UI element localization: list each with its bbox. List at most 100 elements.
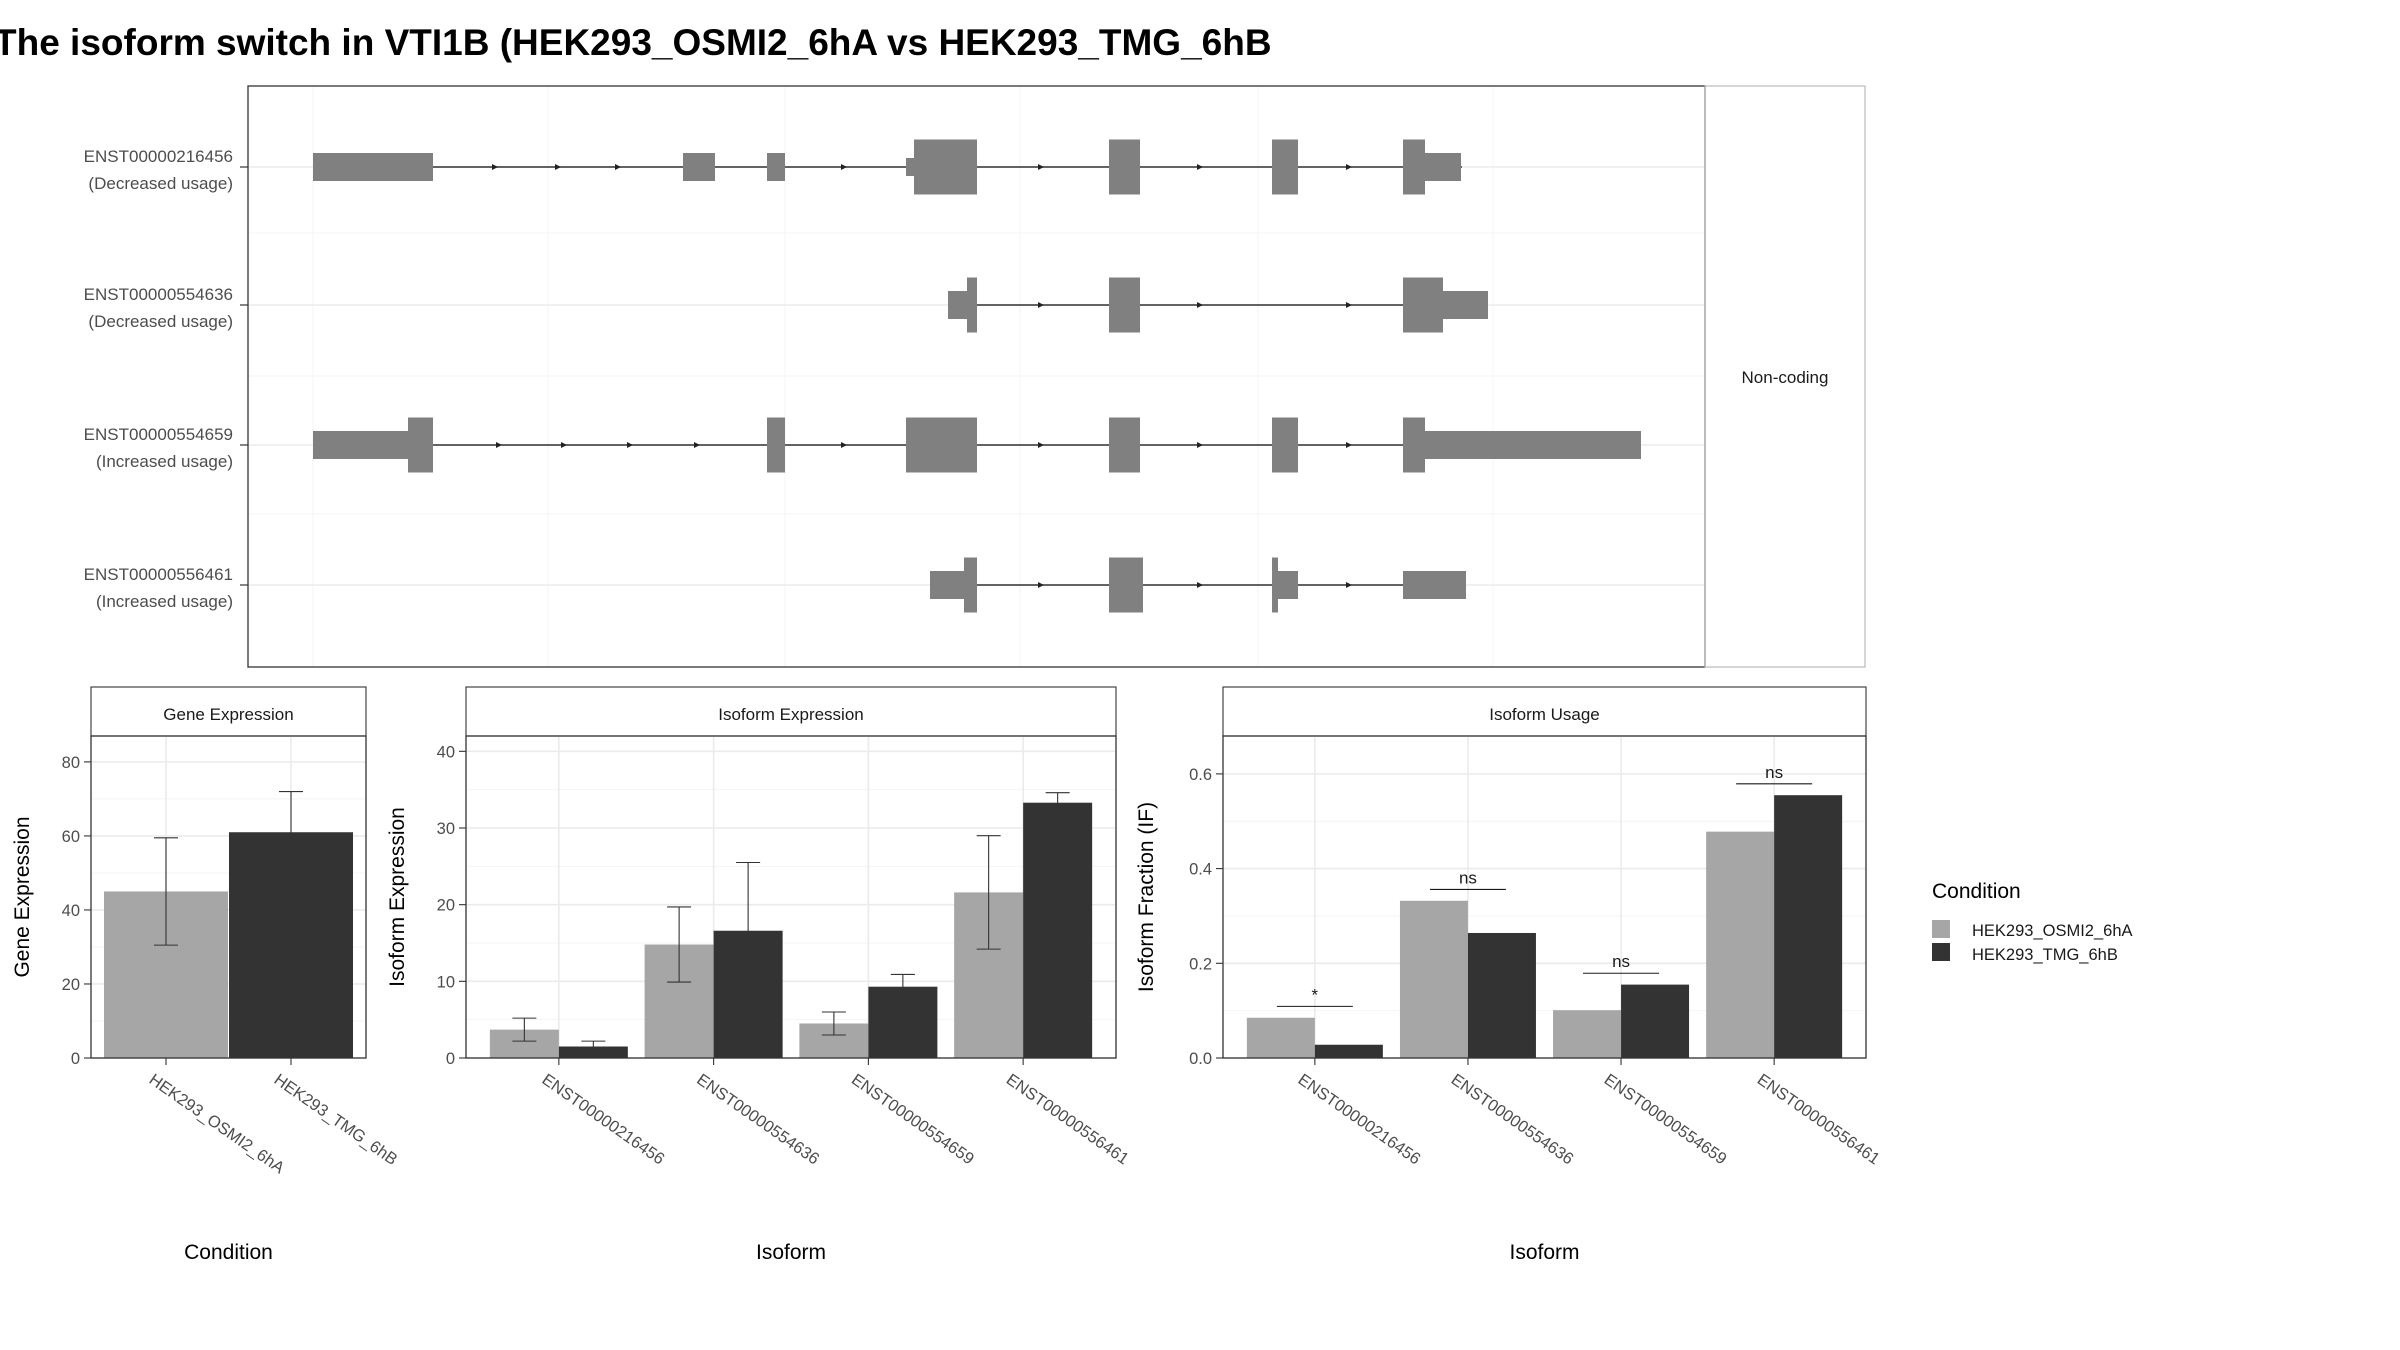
legend-title: Condition [1932,880,2021,903]
exon-block [967,277,977,333]
exon-block [906,417,977,473]
intron-direction-arrow [841,164,847,170]
intron-direction-arrow [1038,442,1044,448]
intron-direction-arrow [1346,442,1352,448]
exon-block [1109,557,1143,613]
facet-strip [465,686,1117,737]
y-axis-title: Isoform Fraction (IF) [1135,802,1158,992]
intron-direction-arrow [492,164,498,170]
bar-HEK293_OSMI2_6hA-ENST00000554636 [1399,900,1468,1058]
y-tick-label: 80 [62,754,80,772]
intron-direction-arrow [615,164,621,170]
x-axis-title: Isoform [756,1241,826,1264]
exon-block [1109,139,1140,195]
exon-block [767,417,785,473]
intron-direction-arrow [694,442,700,448]
intron-direction-arrow [1346,582,1352,588]
x-tick-label: ENST00000556461 [1003,1071,1132,1169]
intron-direction-arrow [1038,164,1044,170]
exon-block [1403,417,1425,473]
intron-direction-arrow [496,442,502,448]
panel-border [1222,735,1867,1059]
exon-block [683,153,715,181]
y-tick-label: 0.4 [1189,861,1212,879]
legend-swatch-osmi2 [1932,920,1950,938]
exon-block [1403,277,1443,333]
y-tick-label: 0.6 [1189,766,1212,784]
exon-block [1272,417,1298,473]
intron-direction-arrow [561,442,567,448]
isoform-expression-panel: Isoform Expression 0 10 20 30 40 ENST000002164… [386,686,1132,1264]
y-axis-title: Isoform Expression [386,807,409,987]
transcript-model-4 [930,557,1466,613]
exon-block [1403,139,1425,195]
facet-strip [90,686,367,737]
y-tick-label: 40 [437,743,455,761]
facet-strip-label: Isoform Expression [718,705,864,724]
intron-direction-arrow [555,164,561,170]
y-tick-label: 30 [437,820,455,838]
exon-block [1278,571,1298,599]
gene-expression-panel: Gene Expression 0 20 40 60 80 HEK293_OSMI2_6hA… [11,686,401,1264]
bar-HEK293_TMG_6hB-ENST00000556461 [1774,795,1843,1058]
bar-HEK293_TMG_6hB-ENST00000554636 [1467,932,1536,1058]
exon-block [1425,431,1641,459]
x-axis-title: Isoform [1509,1241,1579,1264]
bar-HEK293_TMG_6hB-ENST00000554659 [1621,984,1690,1058]
exon-block [964,557,977,613]
transcript-id-label: ENST00000556461 [84,565,233,584]
intron-direction-arrow [1197,582,1203,588]
transcript-model-2 [948,277,1488,333]
bar-HEK293_OSMI2_6hA-ENST00000554659 [1553,1010,1622,1058]
x-tick-label: ENST00000554636 [693,1071,822,1169]
condition-legend: Condition HEK293_OSMI2_6hA HEK293_TMG_6h… [1932,880,2133,964]
transcript-id-label: ENST00000216456 [84,147,233,166]
transcript-usage-label: (Increased usage) [96,592,233,611]
exon-block [930,571,964,599]
transcript-model-1 [313,139,1462,195]
intron-direction-arrow [1197,164,1203,170]
exon-block [313,153,433,181]
transcript-usage-label: (Increased usage) [96,452,233,471]
panel-border [90,735,367,1059]
exon-block [906,158,914,176]
intron-direction-arrow [1038,582,1044,588]
exon-block [1272,557,1278,613]
exon-block [1403,571,1466,599]
x-tick-label: HEK293_TMG_6hB [271,1071,401,1169]
exon-block [313,431,408,459]
intron-direction-arrow [1197,442,1203,448]
structure-facet-strip [1704,85,1866,668]
bar-HEK293_TMG_6hB-ENST00000216456 [1314,1044,1383,1058]
x-tick-label: ENST00000554659 [1601,1071,1730,1169]
y-tick-label: 0 [71,1050,80,1068]
intron-direction-arrow [1346,164,1352,170]
exon-block [408,417,433,473]
intron-direction-arrow [841,442,847,448]
x-tick-label: ENST00000216456 [1295,1071,1424,1169]
legend-label-osmi2: HEK293_OSMI2_6hA [1972,922,2133,940]
intron-direction-arrow [1038,302,1044,308]
x-tick-label: HEK293_OSMI2_6hA [146,1071,288,1178]
exon-block [767,153,785,181]
structure-facet-label: Non-coding [1742,368,1829,387]
exon-block [1109,277,1140,333]
y-tick-label: 40 [62,902,80,920]
y-axis-title: Gene Expression [11,816,34,977]
x-tick-label: ENST00000216456 [539,1071,668,1169]
y-tick-label: 0.2 [1189,955,1212,973]
y-tick-label: 60 [62,828,80,846]
transcript-usage-label: (Decreased usage) [88,312,233,331]
significance-label: ns [1612,952,1630,971]
facet-strip-label: Gene Expression [163,705,293,724]
x-tick-label: ENST00000554659 [848,1071,977,1169]
transcript-structure-panel: Non-coding ENST00000216456 (Decreased usa… [84,85,1866,668]
facet-strip-label: Isoform Usage [1489,705,1600,724]
transcript-model-3 [313,417,1641,473]
significance-label: ns [1765,763,1783,782]
x-tick-label: ENST00000554636 [1448,1071,1577,1169]
intron-direction-arrow [1197,302,1203,308]
bar-HEK293_OSMI2_6hA-ENST00000556461 [1706,831,1775,1058]
y-tick-label: 10 [437,973,455,991]
